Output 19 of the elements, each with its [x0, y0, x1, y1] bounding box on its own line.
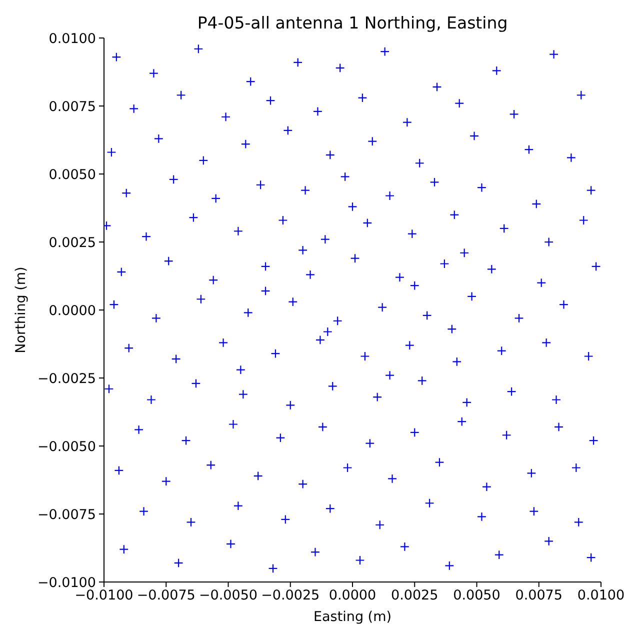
y-tick-label: 0.0000	[48, 302, 96, 319]
y-axis-title: Northing (m)	[13, 266, 29, 354]
x-tick-label: 0.0050	[453, 588, 500, 604]
chart-title: P4-05-all antenna 1 Northing, Easting	[197, 14, 508, 32]
y-tick-label: −0.0075	[37, 506, 96, 523]
y-tick-label: −0.0050	[37, 438, 96, 455]
x-tick-label: −0.0050	[198, 588, 258, 604]
y-tick-label: 0.0075	[48, 98, 96, 115]
y-tick-label: 0.0025	[48, 234, 96, 251]
x-tick-label: 0.0025	[391, 588, 438, 604]
x-tick-label: 0.0100	[577, 588, 625, 604]
x-tick-label: −0.0025	[261, 588, 320, 604]
y-tick-label: 0.0100	[48, 30, 96, 47]
y-tick-label: 0.0050	[48, 166, 96, 183]
x-tick-label: −0.0075	[136, 588, 196, 604]
x-tick-label: 0.0000	[328, 588, 376, 604]
x-axis-title: Easting (m)	[314, 609, 392, 625]
x-tick-label: 0.0075	[515, 588, 562, 604]
y-tick-label: −0.0025	[37, 370, 96, 387]
